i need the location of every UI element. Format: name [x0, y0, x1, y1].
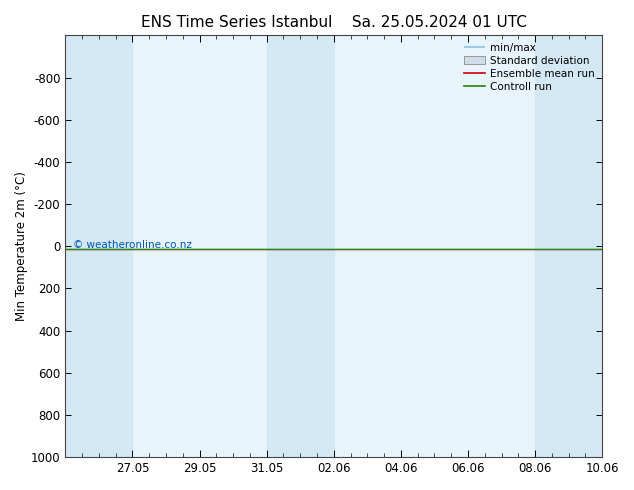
- Text: © weatheronline.co.nz: © weatheronline.co.nz: [74, 240, 192, 250]
- Y-axis label: Min Temperature 2m (°C): Min Temperature 2m (°C): [15, 172, 28, 321]
- Legend: min/max, Standard deviation, Ensemble mean run, Controll run: min/max, Standard deviation, Ensemble me…: [460, 38, 599, 96]
- Bar: [535, 35, 602, 457]
- Bar: [65, 35, 133, 457]
- Title: ENS Time Series Istanbul    Sa. 25.05.2024 01 UTC: ENS Time Series Istanbul Sa. 25.05.2024 …: [141, 15, 527, 30]
- Bar: [267, 35, 333, 457]
